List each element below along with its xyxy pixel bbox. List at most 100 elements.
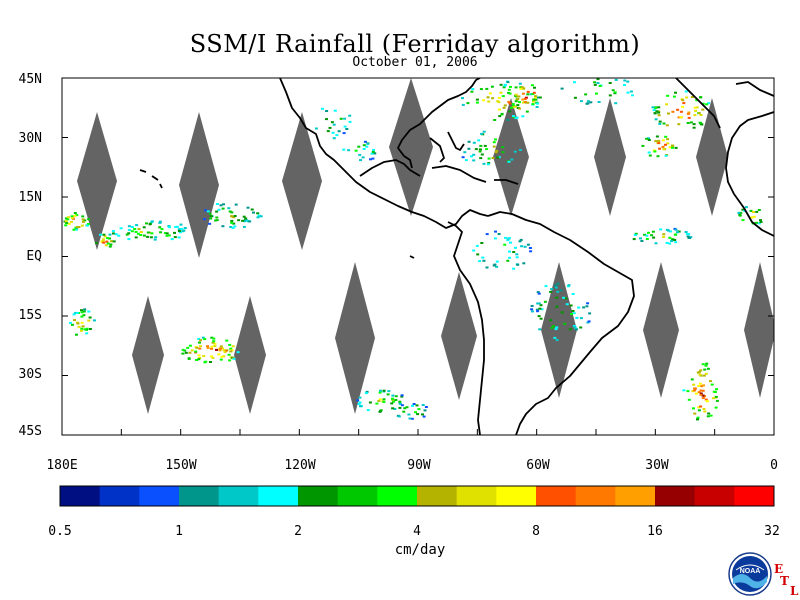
coast-florida [429,137,445,163]
colorbar-label-4: 4 [413,524,421,539]
rain-cell [72,313,76,316]
rain-cell [518,107,521,110]
rain-cell [218,349,222,352]
rain-cell [511,103,515,106]
rain-cell [508,256,512,259]
rain-cell [657,111,661,114]
lat-label-15n: 15N [18,190,42,205]
rain-cell [674,241,678,244]
rain-cell [421,404,425,406]
rain-cell [112,232,115,235]
colorbar-label-16: 16 [647,524,663,539]
rain-cell [209,361,212,363]
rain-cell [611,89,615,92]
rain-cell [695,106,699,109]
rain-cell [658,120,662,123]
rain-cell [497,233,501,235]
rain-cell [506,259,510,262]
rain-cell [365,390,369,393]
rain-cell [494,138,497,141]
rain-cell [632,238,636,241]
rain-cell [243,220,247,223]
colorbar-swatch [377,486,418,506]
colorbar-swatch [417,486,458,506]
rain-cell [177,228,181,231]
rain-cell [686,390,690,393]
rain-cell [690,378,694,381]
rain-cell [654,118,658,121]
rain-cell [670,144,674,147]
rain-cell [536,310,540,313]
rain-cell [190,349,194,352]
rain-cell [697,406,701,409]
rain-cell [521,92,525,95]
rain-cell [230,211,234,214]
rain-cell [518,82,522,85]
rain-cell [608,94,612,97]
rain-cell [759,221,763,223]
rain-cell [666,229,670,232]
rain-cell [539,317,543,320]
rain-cell [538,96,542,99]
rain-cell [479,144,483,147]
rain-cell [579,100,583,103]
rain-cell [662,148,666,151]
rain-cell [342,148,346,151]
rain-cell [345,128,349,130]
rain-cell [167,226,171,229]
rain-cell [221,225,225,228]
rain-cell [206,210,210,213]
rain-cell [577,306,581,309]
rain-cell [233,225,237,228]
rain-cell [464,159,468,162]
rain-cell [486,96,490,99]
rain-cell [486,163,490,166]
rain-cell [702,374,706,377]
rain-cell [181,348,185,351]
rain-cell [509,241,512,244]
rain-cell [681,105,685,108]
rain-cell [83,219,87,222]
rain-cell [704,372,708,375]
rain-cell [501,146,505,149]
rain-cell [629,90,633,93]
rain-cell [467,147,471,150]
rain-cell [259,215,263,218]
orbit-gap [643,262,679,398]
rain-cell [199,339,203,342]
rain-cell [674,228,678,231]
rain-cell [82,310,86,313]
rain-cell [398,400,402,403]
rain-cell [706,367,710,370]
rain-cell [203,338,207,341]
rain-cell [523,245,527,248]
coast-galapagos [409,255,415,259]
rain-cell [485,266,489,269]
rain-cell [596,78,600,81]
rain-cell [512,115,515,117]
rain-cell [699,392,703,395]
rain-cell [634,232,638,235]
rain-cell [699,405,703,408]
rain-cell [66,218,70,221]
rain-cell [706,415,710,418]
rain-cell [139,234,143,236]
colorbar-swatch [298,486,339,506]
rain-cell [400,404,404,407]
axis-ticks [61,77,775,436]
rain-cell [520,245,524,248]
rain-cell [110,240,113,243]
rain-cell [516,95,520,98]
rain-cell [582,306,586,309]
rain-cell [212,340,216,343]
rain-cell [390,402,394,405]
rain-cell [485,87,489,90]
rain-cell [397,415,401,418]
rain-cell [158,220,162,223]
rain-cell [210,347,214,350]
rain-cell [569,304,573,307]
rain-cell [529,93,533,96]
rain-cell [584,93,588,96]
colorbar-swatch [496,486,537,506]
rain-cell [516,263,520,266]
